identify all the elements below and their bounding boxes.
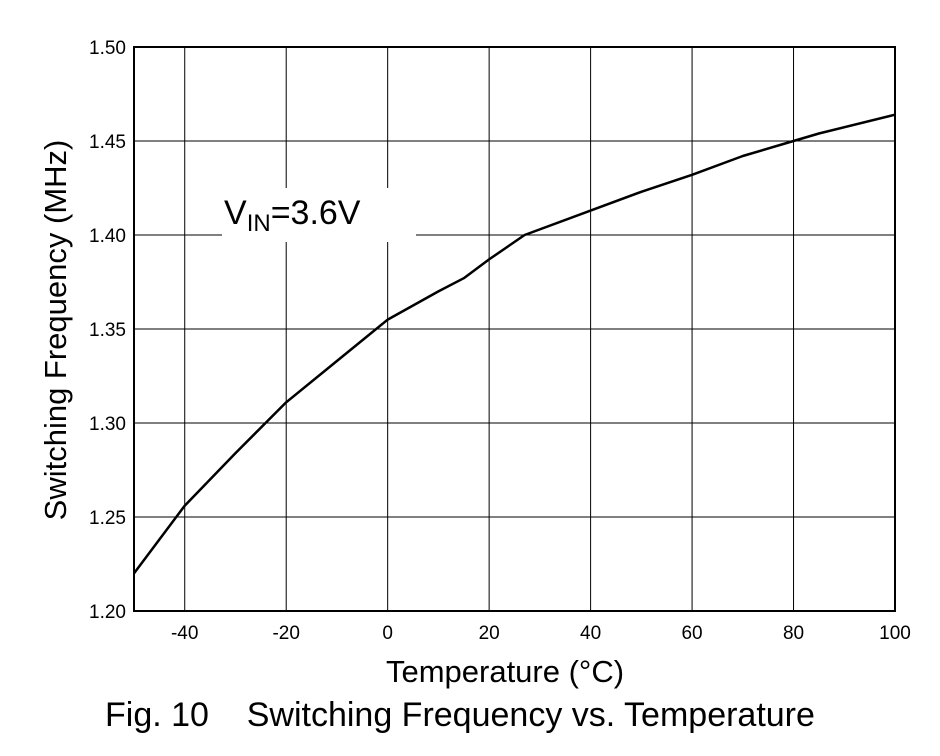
y-tick-label: 1.25 — [89, 508, 126, 529]
x-tick-label: 80 — [783, 623, 804, 644]
series-line — [132, 113, 896, 575]
y-tick-label: 1.30 — [89, 414, 126, 435]
x-tick-label: -40 — [171, 623, 198, 644]
y-tick-label: 1.35 — [89, 320, 126, 341]
y-tick-label: 1.40 — [89, 226, 126, 247]
annotation-main: V — [224, 194, 247, 232]
y-tick-label: 1.50 — [89, 38, 126, 59]
y-tick-label: 1.45 — [89, 132, 126, 153]
y-tick-labels: 1.20 1.25 1.30 1.35 1.40 1.45 1.50 — [89, 38, 126, 623]
x-axis-label: Temperature (°C) — [386, 654, 624, 689]
annotation: VIN=3.6V — [224, 194, 361, 237]
x-tick-labels: -40 -20 0 20 40 60 80 100 — [171, 623, 911, 644]
grid — [134, 46, 896, 612]
x-tick-label: 20 — [479, 623, 500, 644]
annotation-background — [222, 188, 416, 242]
annotation-rest: =3.6V — [271, 194, 361, 232]
y-axis-label: Switching Frequency (MHz) — [38, 140, 73, 521]
chart: -40 -20 0 20 40 60 80 100 1.201.251.301.351.401… — [38, 38, 911, 689]
x-tick-label: 100 — [879, 623, 911, 644]
x-tick-label: -20 — [272, 623, 299, 644]
x-tick-label: 60 — [681, 623, 702, 644]
y-tick-label: 1.20 — [89, 602, 126, 623]
x-tick-label: 0 — [382, 623, 393, 644]
plot-frame — [133, 46, 896, 612]
series-layer — [132, 113, 896, 575]
x-tick-label: 40 — [580, 623, 601, 644]
annotation-subscript: IN — [247, 210, 271, 237]
figure-caption: Fig. 10 Switching Frequency vs. Temperat… — [105, 696, 815, 734]
